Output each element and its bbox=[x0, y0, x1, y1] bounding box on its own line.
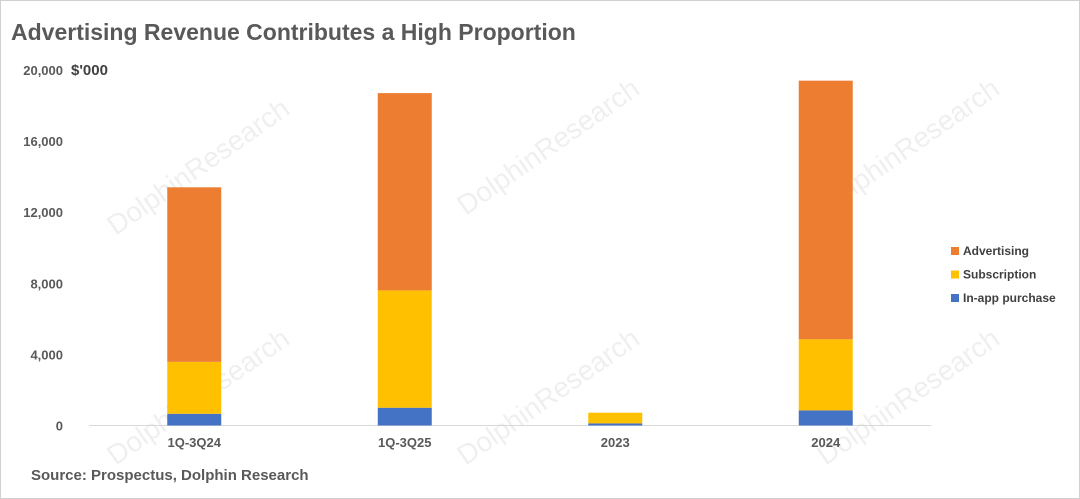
x-tick-label: 2023 bbox=[601, 435, 630, 450]
bar-segment-advertising bbox=[377, 93, 432, 291]
bar-segment-in-app-purchase bbox=[167, 413, 222, 426]
bar-segment-in-app-purchase bbox=[588, 423, 643, 426]
bar-segment-subscription bbox=[377, 290, 432, 408]
bar-segment-in-app-purchase bbox=[798, 410, 853, 426]
legend-label: Subscription bbox=[963, 268, 1036, 282]
x-tick-label: 2024 bbox=[811, 435, 841, 450]
y-tick-label: 16,000 bbox=[23, 134, 63, 149]
legend-label: Advertising bbox=[963, 244, 1029, 258]
y-tick-label: 4,000 bbox=[30, 347, 63, 362]
legend-swatch bbox=[951, 294, 959, 302]
bar-segment-advertising bbox=[798, 80, 853, 340]
bar-segment-subscription bbox=[167, 361, 222, 414]
chart-title: Advertising Revenue Contributes a High P… bbox=[11, 19, 576, 45]
bar-segment-in-app-purchase bbox=[377, 407, 432, 426]
y-unit-label: $'000 bbox=[71, 62, 108, 79]
x-tick-label: 1Q-3Q24 bbox=[168, 435, 222, 450]
y-tick-label: 0 bbox=[56, 419, 63, 434]
bar-segment-subscription bbox=[798, 339, 853, 411]
x-tick-label: 1Q-3Q25 bbox=[378, 435, 431, 450]
legend-swatch bbox=[951, 247, 959, 255]
source-note: Source: Prospectus, Dolphin Research bbox=[31, 467, 309, 484]
bar-segment-subscription bbox=[588, 412, 643, 424]
y-tick-label: 8,000 bbox=[30, 276, 63, 291]
legend-swatch bbox=[951, 270, 959, 279]
y-tick-label: 12,000 bbox=[23, 205, 63, 220]
y-tick-label: 20,000 bbox=[23, 63, 63, 78]
legend-label: In-app purchase bbox=[963, 291, 1056, 305]
bar-segment-advertising bbox=[167, 187, 222, 362]
